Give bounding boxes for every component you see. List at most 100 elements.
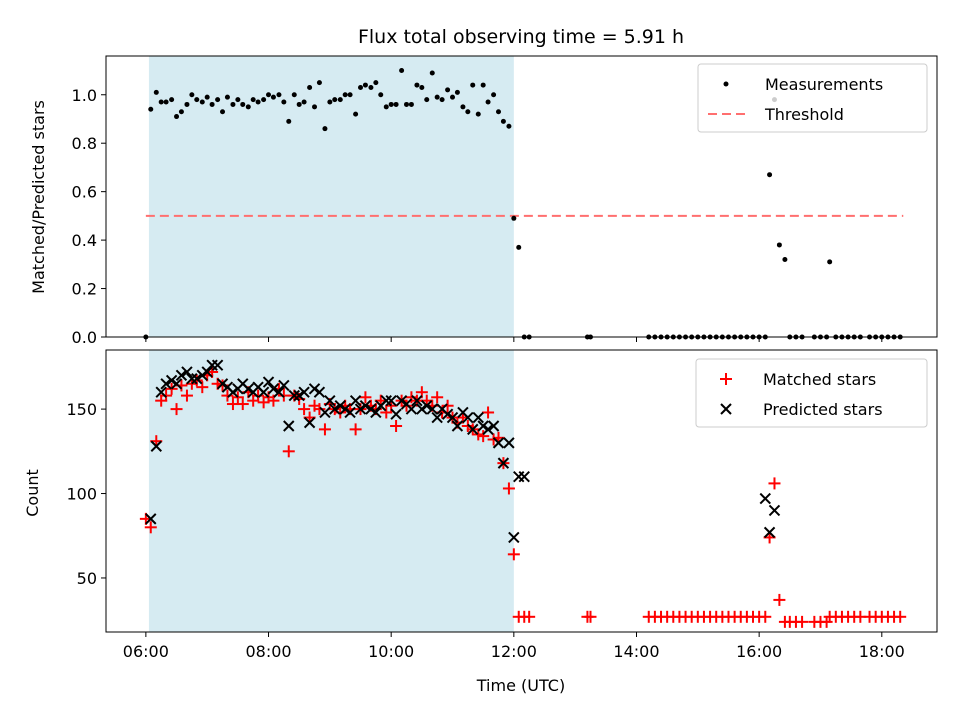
top-shaded-region	[148, 56, 514, 337]
measurement-point	[276, 92, 282, 98]
predicted-star-point	[462, 411, 474, 424]
y-tick-label: 0.6	[72, 183, 97, 202]
measurement-point	[485, 99, 491, 105]
matched-star-point	[282, 445, 295, 458]
measurement-point	[404, 101, 410, 107]
legend-threshold-label: Threshold	[764, 105, 844, 124]
measurement-point	[281, 99, 287, 105]
predicted-star-point	[503, 437, 515, 449]
measurement-point	[291, 92, 297, 98]
matched-star-point	[349, 423, 362, 436]
predicted-star-point	[359, 400, 372, 412]
predicted-star-point	[262, 376, 275, 388]
predicted-star-point	[492, 437, 505, 449]
top-y-ticks: 0.0 0.2 0.4 0.6 0.8 1.0	[72, 86, 106, 347]
measurement-point	[378, 92, 384, 98]
legend-predicted-marker	[720, 403, 732, 415]
predicted-star-point	[339, 403, 351, 415]
measurement-point	[383, 104, 389, 110]
measurement-point	[393, 101, 399, 107]
predicted-star-point	[497, 457, 510, 469]
measurement-point	[827, 259, 833, 265]
measurement-point	[286, 118, 292, 124]
predicted-star-point	[293, 389, 305, 402]
predicted-star-point	[477, 420, 489, 432]
predicted-star-point	[155, 386, 167, 398]
measurement-point	[337, 97, 343, 103]
measurement-point	[782, 256, 788, 262]
predicted-star-point	[431, 411, 443, 424]
matched-star-point	[252, 389, 265, 402]
predicted-star-point	[283, 420, 295, 432]
matched-star-point	[180, 389, 193, 402]
predicted-star-point	[446, 411, 459, 424]
predicted-star-point	[344, 406, 356, 419]
measurement-point	[204, 94, 210, 100]
measurement-point	[496, 109, 502, 115]
measurement-point	[500, 118, 506, 124]
matched-star-point	[236, 398, 249, 411]
measurement-point	[194, 97, 200, 103]
bottom-y-axis-label: Count	[23, 469, 42, 517]
predicted-star-point	[319, 406, 331, 419]
top-axes-frame	[105, 55, 938, 338]
predicted-star-point	[390, 408, 402, 420]
measurement-point	[148, 106, 154, 112]
predicted-star-point	[242, 383, 254, 395]
predicted-star-point	[370, 406, 382, 419]
y-tick-label: 0.0	[72, 328, 97, 347]
predicted-star-point	[763, 526, 776, 539]
predicted-star-point	[411, 394, 423, 407]
predicted-star-point	[405, 403, 418, 415]
predicted-star-point	[451, 420, 464, 432]
measurement-point	[480, 82, 486, 88]
predicted-star-point	[354, 403, 367, 415]
y-tick-label: 1.0	[72, 86, 97, 105]
predicted-star-point	[421, 400, 433, 412]
top-panel: 0.0 0.2 0.4 0.6 0.8 1.0 Matched/Predicted sta…	[29, 55, 938, 347]
predicted-star-point	[441, 408, 454, 420]
measurement-point	[169, 97, 175, 103]
measurement-point	[445, 87, 451, 93]
top-x-ticks	[145, 337, 883, 342]
matched-star-point	[477, 430, 490, 443]
measurement-point	[434, 94, 440, 100]
measurement-point	[342, 92, 348, 98]
measurement-point	[767, 172, 773, 178]
measurement-point	[266, 92, 272, 98]
matched-star-point	[313, 403, 326, 416]
measurement-point	[209, 101, 215, 107]
predicted-star-point	[175, 369, 188, 382]
y-tick-label: 0.4	[72, 231, 97, 250]
measurement-point	[388, 101, 394, 107]
matched-star-point	[359, 391, 372, 404]
legend-measurements-label: Measurements	[765, 75, 883, 94]
predicted-star-point	[467, 423, 479, 436]
x-tick-label: 14:00	[613, 642, 659, 661]
matched-star-point	[523, 610, 536, 623]
x-tick-label: 10:00	[368, 642, 414, 661]
y-tick-label: 100	[66, 485, 97, 504]
legend-measurements-marker	[723, 81, 729, 87]
measurement-point	[215, 97, 221, 103]
predicted-star-point	[329, 403, 341, 415]
measurement-point	[255, 99, 261, 105]
chart-title: Flux total observing time = 5.91 h	[358, 26, 684, 48]
measurement-point	[316, 80, 322, 86]
predicted-star-point	[257, 386, 270, 398]
measurement-point	[184, 101, 190, 107]
predicted-star-point	[313, 386, 326, 398]
measurement-point	[270, 94, 276, 100]
predicted-star-point	[227, 386, 239, 398]
measurement-point	[332, 97, 338, 103]
measurement-point	[368, 84, 374, 90]
predicted-star-point	[426, 403, 438, 415]
measurement-point	[373, 80, 379, 86]
predicted-star-point	[288, 389, 300, 402]
matched-star-point	[160, 389, 173, 402]
legend-predicted-label: Predicted stars	[763, 400, 883, 419]
matched-star-point	[298, 403, 311, 416]
measurement-point	[439, 97, 445, 103]
predicted-star-point	[298, 386, 310, 398]
predicted-star-point	[196, 369, 208, 382]
